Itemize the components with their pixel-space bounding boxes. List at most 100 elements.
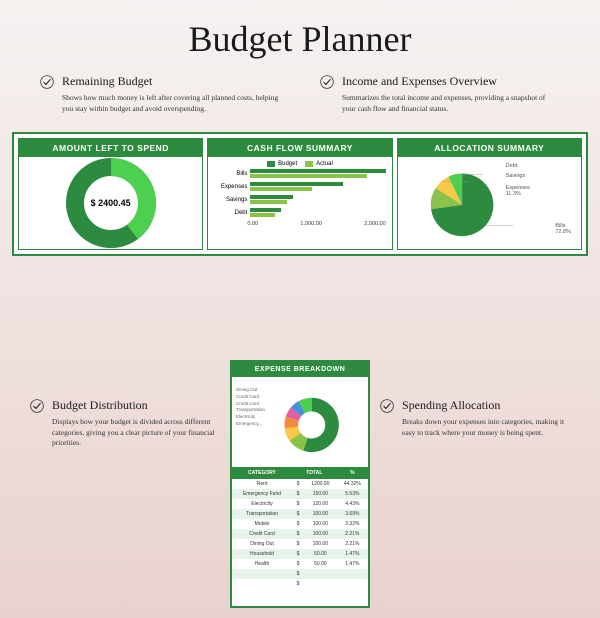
bar-budget: [250, 208, 281, 212]
panel-cash-flow-header: CASH FLOW SUMMARY: [208, 139, 391, 157]
feature-overview: Income and Expenses Overview Summarizes …: [320, 74, 560, 114]
table-cell: Mobile: [232, 519, 292, 529]
bar-actual: [250, 213, 275, 217]
expense-table: CATEGORY TOTAL % Rent$1200.0044.32%Emerg…: [232, 467, 368, 589]
bar-budget: [250, 169, 385, 173]
table-cell: Emergency Fund: [232, 489, 292, 499]
panel-amount-left-header: AMOUNT LEFT TO SPEND: [19, 139, 202, 157]
feature-allocation: Spending Allocation Breaks down your exp…: [380, 398, 570, 449]
check-circle-icon: [30, 399, 44, 413]
amount-left-donut: $ 2400.45: [19, 157, 202, 249]
cash-flow-bars: Bills Expenses Savings Debt: [208, 167, 391, 218]
table-cell: 100.00: [304, 539, 337, 549]
bar-actual: [250, 174, 367, 178]
feature-overview-title: Income and Expenses Overview: [342, 74, 497, 89]
feature-allocation-desc: Breaks down your expenses into categorie…: [380, 417, 570, 438]
bar-actual: [250, 200, 287, 204]
table-row: Dining Out$100.002.21%: [232, 539, 368, 549]
table-cell: 4.43%: [337, 499, 368, 509]
bar-row: Bills: [214, 169, 385, 179]
table-cell: $: [292, 569, 304, 579]
panel-cash-flow: CASH FLOW SUMMARY Budget Actual Bills Exp…: [207, 138, 392, 250]
alloc-label-debt: Debt: [506, 163, 518, 169]
check-circle-icon: [380, 399, 394, 413]
col-pct: %: [337, 467, 368, 479]
bar-row: Debt: [214, 208, 385, 218]
bar-actual: [250, 187, 312, 191]
table-cell: [232, 579, 292, 589]
bar-category-label: Bills: [214, 171, 250, 177]
table-cell: 3.69%: [337, 509, 368, 519]
page-title: Budget Planner: [0, 18, 600, 60]
legend-label-actual: Actual: [316, 161, 333, 167]
cash-flow-axis: 0.00 1,000.00 2,000.00: [208, 221, 391, 227]
table-row: Electricity$120.004.43%: [232, 499, 368, 509]
table-cell: 2.21%: [337, 539, 368, 549]
table-cell: Credit Card: [232, 529, 292, 539]
table-cell: Rent: [232, 479, 292, 489]
table-cell: $: [292, 549, 304, 559]
expense-cat-label: Dining Out: [236, 387, 265, 394]
legend-swatch-actual: [305, 161, 313, 167]
bar-category-label: Debt: [214, 210, 250, 216]
top-feature-row: Remaining Budget Shows how much money is…: [0, 74, 600, 114]
table-row: Mobile$100.003.32%: [232, 519, 368, 529]
bar-row: Expenses: [214, 182, 385, 192]
feature-distribution-desc: Displays how your budget is divided acro…: [30, 417, 220, 449]
table-cell: 50.00: [304, 559, 337, 569]
bar-track: [250, 208, 385, 218]
table-row: Emergency Fund$150.005.53%: [232, 489, 368, 499]
table-cell: 1.47%: [337, 549, 368, 559]
table-cell: [304, 569, 337, 579]
bar-category-label: Expenses: [214, 184, 250, 190]
feature-distribution-title: Budget Distribution: [52, 398, 148, 413]
table-cell: Transportation: [232, 509, 292, 519]
bar-track: [250, 182, 385, 192]
table-cell: 5.53%: [337, 489, 368, 499]
table-cell: 120.00: [304, 499, 337, 509]
table-cell: 150.00: [304, 489, 337, 499]
lower-feature-row: Budget Distribution Displays how your bu…: [0, 398, 600, 449]
table-cell: $: [292, 559, 304, 569]
feature-overview-desc: Summarizes the total income and expenses…: [320, 93, 560, 114]
table-row: $: [232, 579, 368, 589]
legend-label-budget: Budget: [278, 161, 297, 167]
feature-remaining-title: Remaining Budget: [62, 74, 152, 89]
table-row: Transportation$100.003.69%: [232, 509, 368, 519]
col-total: TOTAL: [292, 467, 337, 479]
table-cell: [337, 569, 368, 579]
table-row: Health$50.001.47%: [232, 559, 368, 569]
table-cell: $: [292, 519, 304, 529]
allocation-pie: Debt Savings Expenses11.3% Bills72.8%: [398, 157, 581, 249]
table-cell: $: [292, 529, 304, 539]
table-cell: Electricity: [232, 499, 292, 509]
col-category: CATEGORY: [232, 467, 292, 479]
table-cell: 1200.00: [304, 479, 337, 489]
table-cell: $: [292, 489, 304, 499]
bar-track: [250, 195, 385, 205]
dashboard-strip: AMOUNT LEFT TO SPEND $ 2400.45 CASH FLOW…: [12, 132, 588, 256]
bar-row: Savings: [214, 195, 385, 205]
table-cell: 44.32%: [337, 479, 368, 489]
table-cell: $: [292, 539, 304, 549]
table-cell: 1.47%: [337, 559, 368, 569]
table-cell: Dining Out: [232, 539, 292, 549]
panel-allocation: ALLOCATION SUMMARY Debt Savings Expenses…: [397, 138, 582, 250]
table-cell: [337, 579, 368, 589]
table-cell: 100.00: [304, 519, 337, 529]
table-cell: Household: [232, 549, 292, 559]
feature-allocation-title: Spending Allocation: [402, 398, 500, 413]
feature-remaining: Remaining Budget Shows how much money is…: [40, 74, 280, 114]
table-cell: [232, 569, 292, 579]
panel-allocation-header: ALLOCATION SUMMARY: [398, 139, 581, 157]
alloc-label-expenses: Expenses11.3%: [506, 185, 530, 197]
table-cell: $: [292, 499, 304, 509]
expense-header: EXPENSE BREAKDOWN: [232, 362, 368, 377]
bar-category-label: Savings: [214, 197, 250, 203]
table-cell: Health: [232, 559, 292, 569]
legend-swatch-budget: [267, 161, 275, 167]
alloc-label-bills: Bills72.8%: [555, 223, 571, 235]
table-cell: $: [292, 479, 304, 489]
table-cell: 50.00: [304, 549, 337, 559]
table-cell: 100.00: [304, 529, 337, 539]
